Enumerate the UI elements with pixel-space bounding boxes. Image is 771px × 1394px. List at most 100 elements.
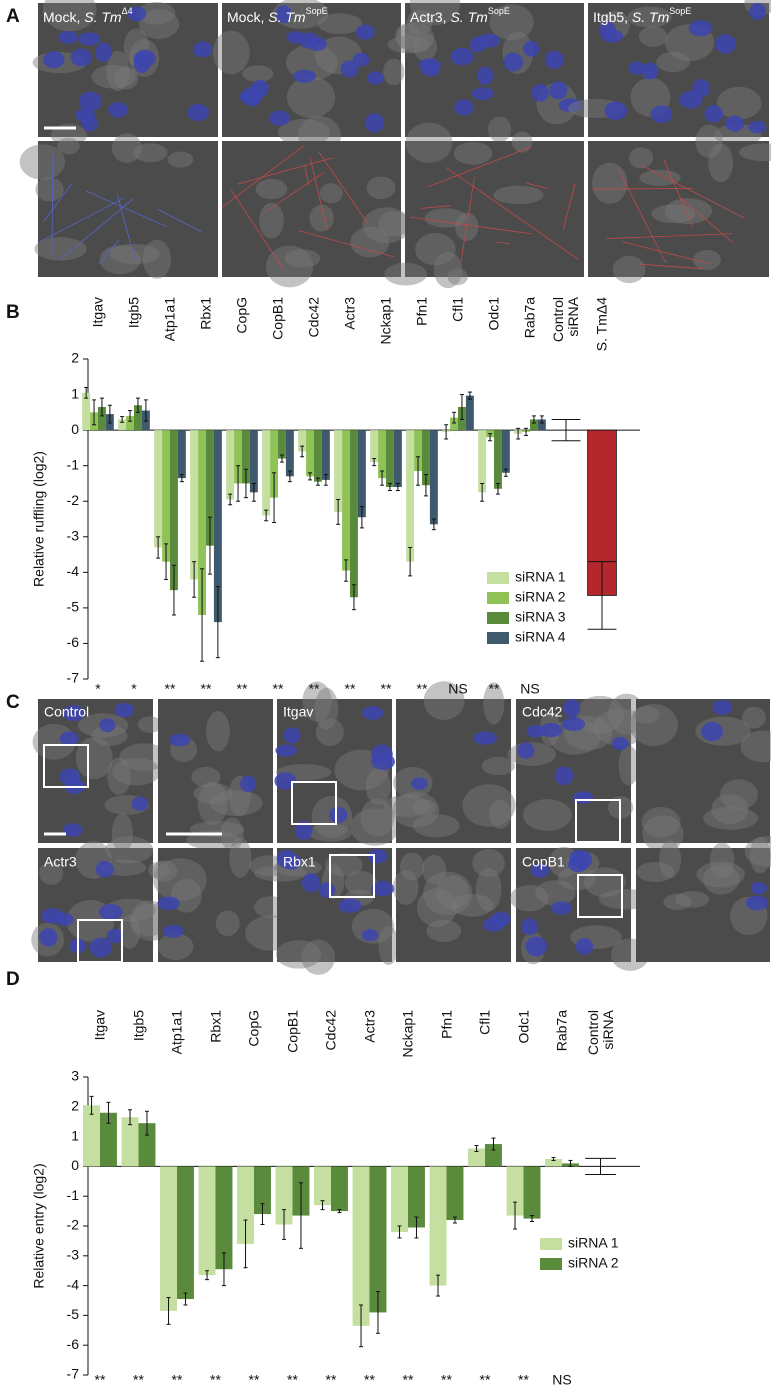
nucleus — [282, 853, 302, 870]
y-tick-label: 1 — [71, 385, 79, 401]
cell-texture — [314, 687, 339, 730]
y-tick-label: -1 — [67, 1187, 80, 1203]
bar — [414, 430, 422, 471]
cell-texture — [19, 144, 66, 180]
cell-outline — [221, 145, 305, 208]
x-tick-label: Rbx1 — [207, 1010, 223, 1043]
bar — [162, 430, 170, 562]
bar — [126, 415, 134, 431]
nucleus — [554, 766, 574, 786]
y-tick-label: 0 — [71, 1157, 79, 1173]
nucleus — [95, 42, 112, 63]
cell-texture — [148, 861, 170, 879]
micrograph — [38, 141, 218, 277]
cell-texture — [618, 745, 640, 786]
cell-texture — [309, 204, 334, 232]
nucleus — [471, 87, 494, 101]
image-label: Rbx1 — [283, 854, 316, 870]
cell-outline — [42, 183, 72, 223]
x-tick-label: Pfn1 — [438, 1010, 454, 1039]
nucleus — [450, 47, 474, 66]
bar — [206, 430, 214, 546]
bar — [370, 430, 379, 463]
y-tick-label: -3 — [67, 527, 80, 543]
nucleus — [749, 3, 766, 21]
panel-letter: B — [6, 302, 20, 323]
nucleus — [503, 52, 524, 72]
bar — [275, 1166, 293, 1225]
significance-label: * — [131, 681, 137, 697]
y-tick-label: -1 — [67, 456, 80, 472]
nucleus — [641, 62, 659, 80]
nucleus — [526, 725, 545, 738]
cell-texture — [405, 122, 453, 163]
nucleus — [517, 742, 535, 759]
micrograph — [38, 699, 153, 843]
nucleus — [59, 731, 79, 746]
cell-texture — [409, 0, 461, 26]
cell-texture — [157, 933, 194, 961]
cell-texture — [703, 864, 740, 895]
significance-label: ** — [489, 681, 500, 697]
legend-swatch — [487, 632, 509, 644]
bar — [523, 1166, 541, 1219]
nucleus — [192, 41, 213, 58]
nucleus — [367, 848, 388, 864]
nucleus — [275, 5, 293, 24]
micrograph — [396, 848, 511, 962]
nucleus — [600, 29, 624, 43]
cell-outline — [116, 193, 136, 262]
cell-texture — [656, 51, 690, 73]
cell-texture — [215, 910, 240, 937]
cell-texture — [415, 232, 456, 266]
bar — [506, 1166, 524, 1216]
nucleus — [704, 105, 724, 123]
nucleus — [81, 116, 98, 132]
nucleus — [301, 872, 320, 893]
nucleus — [43, 51, 65, 69]
bar — [82, 392, 91, 431]
cell-texture — [278, 118, 331, 147]
label-text: Mock, — [227, 9, 268, 25]
bar — [468, 1148, 485, 1167]
cell-texture — [593, 708, 648, 747]
cell-texture — [424, 208, 467, 228]
cell-texture — [137, 1, 176, 25]
cell-texture — [301, 939, 336, 975]
label-species: S. Tm — [632, 9, 670, 25]
cell-texture — [576, 695, 624, 734]
cell-texture — [360, 798, 395, 837]
cell-texture — [591, 162, 628, 204]
x-tick-label: CopB1 — [284, 1010, 300, 1053]
cell-texture — [423, 681, 465, 721]
nucleus — [114, 702, 135, 718]
nucleus — [611, 736, 629, 751]
significance-label: * — [95, 681, 101, 697]
cell-outline — [156, 208, 202, 233]
label-strain: Δ4 — [122, 6, 133, 16]
micrograph — [405, 141, 584, 277]
cell-outline — [304, 164, 309, 185]
x-tick-label: CopB1 — [269, 297, 286, 340]
cell-texture — [109, 243, 160, 265]
cell-texture — [395, 23, 420, 49]
nucleus — [410, 777, 428, 790]
x-tick-label: Itgb5 — [130, 1010, 146, 1042]
nucleus — [701, 721, 723, 742]
bar — [118, 419, 127, 431]
bar — [234, 430, 242, 484]
legend-swatch — [487, 592, 509, 604]
cell-texture — [114, 66, 139, 90]
x-tick-label: S. TmΔ4 — [593, 297, 610, 352]
nucleus — [78, 91, 102, 112]
x-tick-label: Odc1 — [485, 297, 502, 331]
nucleus — [41, 908, 65, 924]
cell-outline — [265, 172, 325, 213]
cell-texture — [488, 799, 512, 829]
bar — [213, 430, 222, 623]
x-tick-label: Cdc42 — [322, 1010, 339, 1051]
cell-texture — [509, 884, 549, 912]
cell-texture — [111, 133, 142, 163]
legend-swatch — [487, 572, 509, 584]
